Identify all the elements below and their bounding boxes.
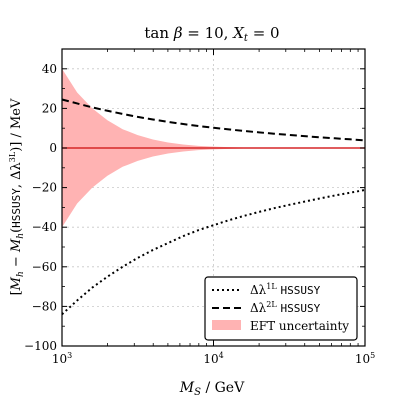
y-tick-label: −20 [32,181,57,195]
legend-entry-1l: Δλ1L HSSUSY [250,282,321,297]
y-tick-label: −80 [32,299,57,313]
x-tick-label: 104 [203,351,223,366]
y-tick-label: −100 [24,339,57,353]
legend-entry-eft: EFT uncertainty [250,319,349,333]
y-tick-label: 40 [42,62,57,76]
legend-swatch-eft [212,320,241,330]
series-dashed-line [61,98,366,142]
x-axis-label: MS / GeV [179,380,245,398]
plot-area: −100 −80 −60 −40 −20 0 20 40 103 104 105 [24,48,375,366]
series-dotted-line [61,188,366,316]
legend: Δλ1L HSSUSY Δλ2L HSSUSY EFT uncertainty [204,276,358,341]
x-tick-label: 103 [52,351,72,366]
chart-title: tan β = 10, Xt = 0 [144,24,279,44]
y-tick-label: 20 [42,101,57,115]
y-tick-label: −60 [32,260,57,274]
y-axis-label: [Mh − Mh(HSSUSY, Δλ3L)] / MeV [8,98,26,295]
legend-entry-2l: Δλ2L HSSUSY [250,300,321,315]
y-tick-label: 0 [49,141,57,155]
y-tick-label: −40 [32,220,57,234]
x-tick-label: 105 [355,351,375,366]
legend-frame [204,276,358,341]
